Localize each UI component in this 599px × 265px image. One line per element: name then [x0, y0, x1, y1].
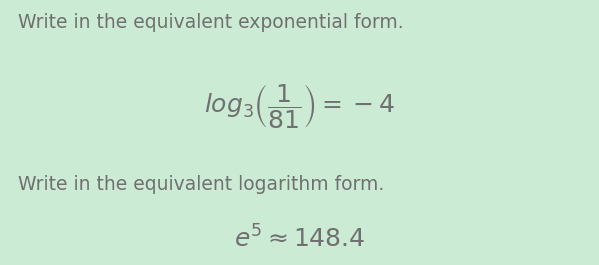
Text: $log_3\left(\dfrac{1}{81}\right) = -4$: $log_3\left(\dfrac{1}{81}\right) = -4$ [204, 82, 395, 130]
Text: Write in the equivalent exponential form.: Write in the equivalent exponential form… [18, 13, 404, 32]
Text: $e^5 \approx 148.4$: $e^5 \approx 148.4$ [234, 225, 365, 252]
Text: Write in the equivalent logarithm form.: Write in the equivalent logarithm form. [18, 175, 384, 194]
